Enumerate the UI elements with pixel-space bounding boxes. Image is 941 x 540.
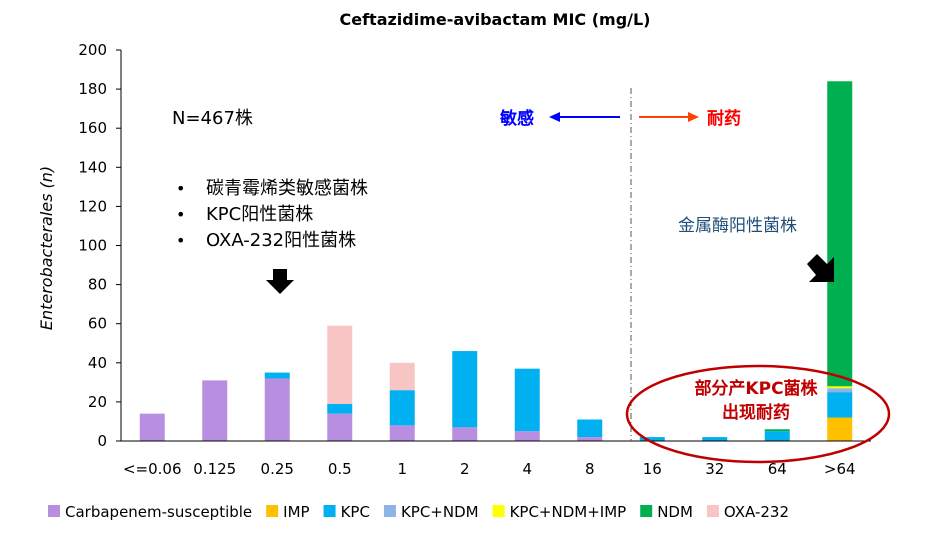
- y-tick-label: 180: [78, 80, 107, 98]
- x-tick-label: 2: [460, 460, 470, 478]
- y-axis-label: Enterobacterales (n): [37, 166, 56, 330]
- bar-segment: [389, 362, 415, 391]
- bullet-marker: •: [176, 231, 185, 250]
- kpc-resistance-ellipse: [625, 364, 891, 464]
- x-tick-label: 0.5: [328, 460, 352, 478]
- y-tick-label: 120: [78, 197, 107, 215]
- bullet-carbapenem-susceptible: 碳青霉烯类敏感菌株: [206, 178, 368, 199]
- bar-segment: [827, 388, 853, 393]
- y-tick-label: 40: [88, 354, 107, 372]
- y-axis-ticks: 0 20 40 60 80 100 120 140 160 180 200: [78, 41, 121, 450]
- chart-title: Ceftazidime-avibactam MIC (mg/L): [339, 10, 650, 29]
- bars: [139, 81, 853, 441]
- y-tick-label: 60: [88, 315, 107, 333]
- legend-label: KPC: [341, 503, 370, 521]
- y-tick-label: 0: [97, 432, 107, 450]
- legend-swatch: [706, 505, 719, 517]
- bar-segment: [827, 81, 853, 387]
- legend-label: KPC+NDM+IMP: [510, 503, 627, 521]
- bullet-kpc-positive: KPC阳性菌株: [206, 204, 313, 225]
- x-tick-label: 16: [643, 460, 662, 478]
- x-tick-label: 32: [705, 460, 724, 478]
- bar-segment: [202, 380, 228, 441]
- kpc-resistance-line2: 出现耐药: [722, 402, 790, 423]
- x-tick-label: 8: [585, 460, 595, 478]
- sensitive-label: 敏感: [499, 108, 534, 129]
- bar-segment: [327, 413, 353, 441]
- y-tick-label: 200: [78, 41, 107, 59]
- x-tick-label: 64: [768, 460, 787, 478]
- legend-swatch: [323, 505, 336, 517]
- bullet-marker: •: [176, 205, 185, 224]
- bullet-marker: •: [176, 179, 185, 198]
- bar-segment: [389, 390, 415, 426]
- legend-swatch: [48, 505, 60, 517]
- x-tick-label: >64: [824, 460, 856, 478]
- bar-segment: [514, 368, 540, 432]
- bar-segment: [327, 325, 353, 404]
- bar-segment: [514, 431, 540, 441]
- bar-segment: [764, 431, 790, 441]
- bar-segment: [327, 403, 353, 414]
- x-tick-label: <=0.06: [123, 460, 182, 478]
- legend-swatch: [640, 505, 653, 517]
- x-tick-label: 4: [522, 460, 532, 478]
- x-tick-label: 0.25: [261, 460, 294, 478]
- legend-label: KPC+NDM: [401, 503, 479, 521]
- bar-segment: [452, 427, 478, 441]
- bar-segment: [264, 372, 290, 379]
- y-tick-label: 20: [88, 393, 107, 411]
- bar-segment: [827, 386, 853, 389]
- kpc-resistance-line1: 部分产KPC菌株: [694, 378, 818, 399]
- right-arrow-icon: [688, 112, 699, 122]
- bar-segment: [764, 429, 790, 432]
- bar-segment: [639, 437, 665, 441]
- legend-label: OXA-232: [724, 503, 789, 521]
- bar-segment: [577, 437, 603, 441]
- x-axis-ticks: <=0.06 0.125 0.25 0.5 1 2 4 8 16 32 64 >64: [123, 460, 856, 478]
- x-tick-label: 0.125: [193, 460, 236, 478]
- bar-segment: [577, 419, 603, 438]
- bar-segment: [702, 437, 728, 441]
- left-arrow-icon: [549, 112, 560, 122]
- bar-segment: [452, 351, 478, 428]
- y-tick-label: 100: [78, 237, 107, 255]
- bar-segment: [389, 425, 415, 441]
- legend-label: IMP: [283, 503, 309, 521]
- legend-swatch: [492, 505, 505, 517]
- legend: Carbapenem-susceptible IMP KPC KPC+NDM KPC+N…: [48, 503, 789, 521]
- x-tick-label: 1: [397, 460, 407, 478]
- n-total-label: N=467株: [172, 108, 253, 129]
- resistant-label: 耐药: [707, 108, 741, 129]
- y-tick-label: 80: [88, 276, 107, 294]
- legend-label: NDM: [657, 503, 693, 521]
- bar-segment: [827, 417, 853, 441]
- y-tick-label: 160: [78, 119, 107, 137]
- bar-segment: [139, 413, 165, 441]
- metallo-label: 金属酶阳性菌株: [678, 216, 797, 236]
- legend-swatch: [266, 505, 279, 517]
- y-tick-label: 140: [78, 158, 107, 176]
- bullet-oxa232-positive: OXA-232阳性菌株: [206, 230, 356, 251]
- legend-swatch: [383, 505, 396, 517]
- diagonal-arrow-icon: [807, 254, 834, 282]
- bar-segment: [264, 378, 290, 441]
- bar-segment: [827, 392, 853, 418]
- legend-label: Carbapenem-susceptible: [65, 503, 252, 521]
- down-arrow-icon: [266, 269, 294, 294]
